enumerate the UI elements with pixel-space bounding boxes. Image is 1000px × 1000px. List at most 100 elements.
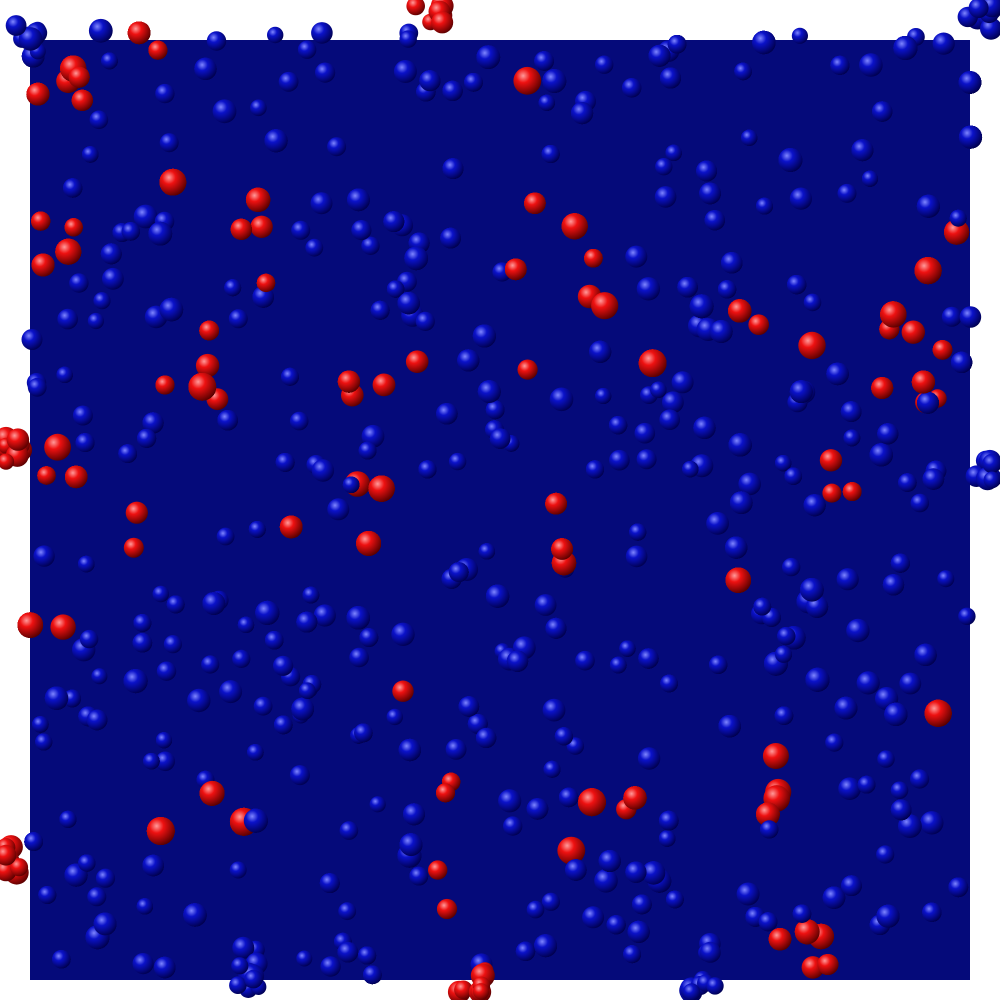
- blue-atom: [393, 60, 417, 83]
- blue-atom: [338, 902, 357, 921]
- blue-atom: [232, 936, 255, 959]
- blue-atom: [920, 811, 944, 835]
- blue-atom: [932, 32, 955, 55]
- blue-atom: [582, 906, 605, 929]
- red-atom: [44, 433, 71, 461]
- blue-atom: [636, 449, 657, 470]
- blue-atom: [232, 649, 251, 669]
- blue-atom: [899, 672, 922, 695]
- blue-atom: [959, 306, 982, 328]
- blue-atom: [898, 814, 922, 838]
- red-atom: [591, 292, 619, 320]
- red-atom: [405, 350, 429, 374]
- blue-atom: [625, 545, 648, 568]
- red-atom: [901, 320, 925, 344]
- blue-atom: [361, 236, 380, 255]
- red-atom: [436, 898, 458, 920]
- blue-atom: [206, 31, 227, 51]
- blue-atom: [133, 204, 158, 229]
- blue-atom: [825, 733, 844, 752]
- blue-atom: [159, 133, 179, 153]
- blue-atom: [890, 781, 909, 800]
- blue-atom: [448, 452, 467, 471]
- red-atom: [123, 537, 144, 558]
- blue-atom: [782, 557, 801, 577]
- blue-atom: [339, 821, 359, 840]
- blue-atom: [836, 568, 859, 591]
- blue-atom: [163, 635, 182, 654]
- red-atom: [798, 331, 826, 360]
- blue-atom: [216, 527, 235, 546]
- blue-atom: [662, 391, 684, 414]
- blue-atom: [575, 650, 595, 671]
- blue-atom: [415, 311, 435, 331]
- blue-atom: [636, 277, 661, 301]
- blue-atom: [72, 405, 93, 426]
- blue-atom: [313, 604, 336, 627]
- blue-atom: [296, 950, 313, 967]
- blue-atom: [803, 293, 822, 312]
- blue-atom: [671, 371, 694, 394]
- blue-atom: [791, 27, 809, 44]
- red-atom: [557, 836, 586, 865]
- blue-atom: [399, 30, 417, 48]
- blue-atom: [498, 789, 522, 813]
- red-atom: [513, 66, 542, 95]
- blue-atom: [21, 329, 43, 350]
- red-atom: [50, 614, 76, 640]
- blue-atom: [250, 99, 267, 117]
- red-atom: [822, 483, 842, 503]
- blue-atom: [212, 99, 237, 124]
- red-atom: [748, 314, 769, 336]
- blue-atom: [229, 861, 247, 879]
- blue-atom: [621, 78, 642, 98]
- blue-atom: [69, 273, 89, 293]
- blue-atom: [79, 629, 99, 649]
- blue-atom: [27, 377, 47, 397]
- blue-atom: [738, 472, 761, 496]
- blue-atom: [856, 671, 880, 695]
- blue-atom: [273, 655, 294, 676]
- blue-atom: [57, 308, 78, 330]
- blue-atom: [877, 750, 895, 768]
- blue-atom: [327, 137, 347, 157]
- blue-atom: [187, 688, 211, 713]
- blue-atom: [267, 26, 284, 44]
- blue-atom: [297, 40, 317, 59]
- blue-atom: [594, 869, 618, 893]
- blue-atom: [320, 956, 341, 977]
- blue-atom: [91, 668, 108, 685]
- blue-atom: [310, 192, 333, 215]
- red-atom: [517, 359, 538, 380]
- blue-atom: [859, 53, 883, 77]
- blue-atom: [88, 18, 113, 43]
- blue-atom: [219, 680, 243, 704]
- blue-atom: [87, 887, 107, 907]
- blue-atom: [386, 708, 403, 726]
- blue-atom: [625, 245, 648, 268]
- blue-atom: [369, 796, 386, 813]
- blue-atom: [445, 739, 467, 760]
- blue-atom: [541, 892, 561, 911]
- blue-atom: [89, 110, 109, 130]
- red-atom: [195, 353, 220, 378]
- red-atom: [372, 373, 396, 397]
- blue-atom: [155, 83, 175, 104]
- blue-atom: [958, 607, 976, 625]
- blue-atom: [941, 306, 962, 327]
- blue-atom: [305, 238, 324, 257]
- blue-atom: [33, 545, 55, 567]
- red-atom: [428, 860, 448, 880]
- blue-atom: [637, 747, 661, 770]
- blue-atom: [289, 765, 310, 786]
- blue-atom: [789, 187, 813, 210]
- blue-atom: [291, 220, 311, 240]
- blue-atom: [654, 186, 677, 208]
- blue-atom: [253, 696, 273, 716]
- blue-atom: [526, 900, 545, 919]
- red-atom: [392, 680, 414, 702]
- blue-atom: [311, 22, 333, 44]
- blue-atom: [201, 655, 220, 674]
